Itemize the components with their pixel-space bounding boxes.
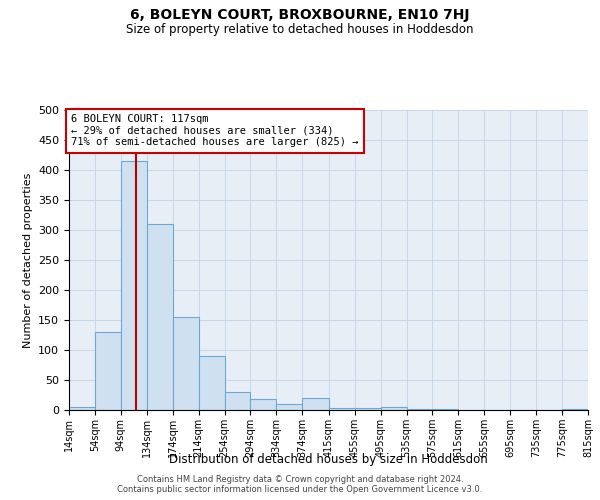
Bar	[199, 356, 224, 410]
Bar	[329, 408, 355, 410]
Bar	[380, 407, 407, 410]
Bar	[121, 161, 147, 410]
Y-axis label: Number of detached properties: Number of detached properties	[23, 172, 32, 348]
Text: Contains HM Land Registry data © Crown copyright and database right 2024.
Contai: Contains HM Land Registry data © Crown c…	[118, 474, 482, 494]
Text: 6, BOLEYN COURT, BROXBOURNE, EN10 7HJ: 6, BOLEYN COURT, BROXBOURNE, EN10 7HJ	[130, 8, 470, 22]
Bar	[355, 408, 380, 410]
Bar	[69, 407, 95, 410]
Text: 6 BOLEYN COURT: 117sqm
← 29% of detached houses are smaller (334)
71% of semi-de: 6 BOLEYN COURT: 117sqm ← 29% of detached…	[71, 114, 358, 148]
Bar	[302, 398, 329, 410]
Text: Distribution of detached houses by size in Hoddesdon: Distribution of detached houses by size …	[169, 452, 488, 466]
Bar	[250, 399, 277, 410]
Bar	[147, 224, 173, 410]
Bar	[173, 317, 199, 410]
Text: Size of property relative to detached houses in Hoddesdon: Size of property relative to detached ho…	[126, 22, 474, 36]
Bar	[95, 332, 121, 410]
Bar	[224, 392, 250, 410]
Bar	[277, 404, 302, 410]
